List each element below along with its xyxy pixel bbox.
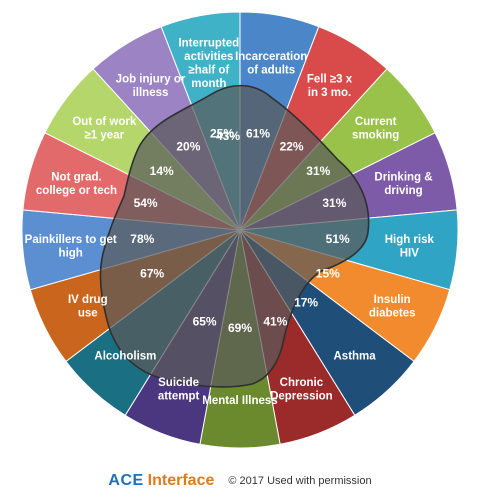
percent-drinking-driving: 31%: [322, 196, 346, 210]
logo-interface-text: Interface: [147, 472, 215, 489]
segment-label-not-grad-college-or-tech: Not grad. college or tech: [36, 172, 117, 198]
segment-label-chronic-depression: Chronic Depression: [270, 377, 333, 403]
percent-suicide-attempt: 65%: [193, 315, 217, 329]
footer: ACE Interface © 2017 Used with permissio…: [0, 462, 480, 500]
segment-label-iv-drug-use: IV drug use: [68, 294, 108, 320]
segment-label-suicide-attempt: Suicide attempt: [158, 377, 200, 403]
ace-interface-logo: ACE Interface: [108, 472, 214, 490]
percent-iv-drug-use: 67%: [140, 267, 164, 281]
percent-insulin-diabetes: 15%: [316, 267, 340, 281]
brain-silhouette: [99, 84, 370, 388]
percent-mental-illness: 69%: [228, 321, 252, 335]
segment-label-fell-3-x-in-3-mo: Fell ≥3 x in 3 mo.: [307, 74, 353, 100]
segment-label-drinking-driving: Drinking & driving: [374, 172, 432, 198]
segment-label-alcoholism: Alcoholism: [94, 351, 156, 363]
copyright-text: © 2017 Used with permission: [228, 475, 372, 487]
segment-label-out-of-work-1-year: Out of work ≥1 year: [72, 116, 136, 142]
segment-label-current-smoking: Current smoking: [352, 116, 399, 142]
percent-job-injury-or-illness: 20%: [176, 140, 200, 154]
percent-not-grad-college-or-tech: 54%: [134, 196, 158, 210]
percent-current-smoking: 31%: [306, 164, 330, 178]
percent-asthma: 17%: [294, 296, 318, 310]
segment-label-interrupted-activities-half-of-month: Interrupted activities ≥half of month: [178, 38, 239, 91]
percent-fell-3-x-in-3-mo: 22%: [280, 140, 304, 154]
segment-label-insulin-diabetes: Insulin diabetes: [369, 294, 416, 320]
percent-incarceration-of-adults: 61%: [246, 127, 270, 141]
segment-label-asthma: Asthma: [334, 351, 377, 363]
percent-labels: 61%22%31%31%51%15%17%41%69%65%67%78%54%1…: [130, 127, 350, 336]
segment-label-job-injury-or-illness: Job injury or illness: [116, 74, 186, 100]
segment-label-painkillers-to-get-high: Painkillers to get high: [25, 234, 117, 260]
percent-painkillers-to-get-high: 78%: [130, 232, 154, 246]
segment-label-high-risk-hiv: High risk HIV: [385, 234, 435, 260]
segment-label-mental-illness: Mental Illness: [202, 395, 277, 407]
logo-ace-text: ACE: [108, 472, 144, 489]
percent-interrupted-activities-half-of-month: 25%: [210, 127, 234, 141]
percent-out-of-work-1-year: 14%: [150, 164, 174, 178]
percent-chronic-depression: 41%: [263, 315, 287, 329]
percent-high-risk-hiv: 51%: [326, 232, 350, 246]
center-percent-label: 43%: [216, 129, 240, 143]
segment-label-incarceration-of-adults: Incarceration of adults: [235, 51, 307, 77]
